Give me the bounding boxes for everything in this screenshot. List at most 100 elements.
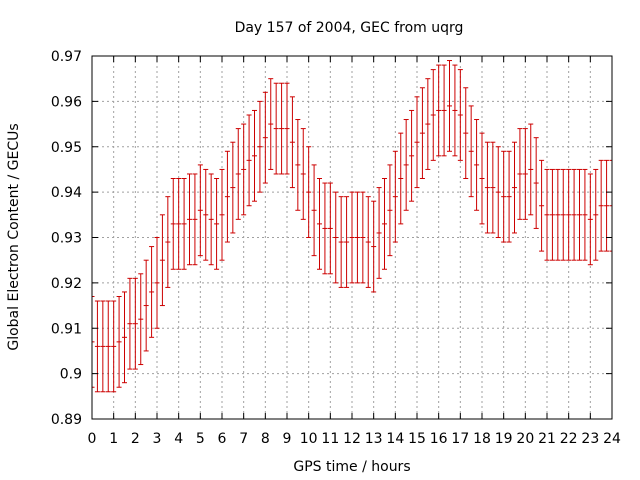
error-bar-point [544, 168, 550, 261]
error-bar-point [457, 69, 463, 161]
error-bar-point [419, 87, 425, 180]
error-bar-point [495, 146, 501, 238]
error-bar-point [159, 214, 165, 307]
x-tick-label: 0 [88, 431, 97, 447]
error-bar-point [392, 150, 398, 243]
x-tick-label: 13 [365, 431, 383, 447]
error-bar-point [501, 150, 507, 243]
x-tick-label: 12 [343, 431, 361, 447]
error-bar-point [149, 246, 155, 338]
error-bar-point [517, 128, 523, 220]
error-bar-point [598, 159, 604, 252]
error-bar-point [170, 178, 176, 270]
error-bar-point [116, 295, 122, 388]
error-bar-point [138, 273, 144, 366]
x-tick-label: 23 [581, 431, 599, 447]
x-tick-label: 8 [261, 431, 270, 447]
error-bar-point [360, 191, 366, 284]
x-tick-label: 2 [131, 431, 140, 447]
error-bar-point [187, 173, 192, 266]
error-bar-point [479, 132, 485, 225]
error-bar-point [409, 109, 415, 202]
error-bar-point [506, 150, 512, 243]
error-bar-point [571, 168, 577, 261]
error-bar-point [197, 164, 203, 257]
error-bar-point [349, 191, 355, 284]
error-bar-point [327, 182, 333, 275]
error-bar-point [441, 64, 447, 157]
error-bar-point [300, 128, 306, 220]
error-bar-point [235, 128, 241, 220]
x-tick-label: 5 [196, 431, 205, 447]
error-bar-series [91, 60, 613, 393]
error-bar-point [430, 69, 436, 161]
error-bar-point [111, 300, 117, 393]
x-tick-label: 16 [430, 431, 448, 447]
error-bar-point [165, 196, 171, 288]
x-tick-label: 7 [239, 431, 248, 447]
error-bar-point [354, 191, 360, 284]
x-tick-label: 4 [174, 431, 183, 447]
y-tick-label: 0.97 [51, 49, 82, 65]
x-tick-label: 19 [495, 431, 513, 447]
error-bar-point [566, 168, 572, 261]
error-bar-point [262, 91, 268, 184]
error-bar-point [474, 119, 480, 211]
error-bar-point [382, 178, 387, 270]
error-bar-point [295, 119, 301, 211]
error-bar-point [241, 123, 247, 216]
error-bar-point [490, 141, 496, 234]
error-bar-point [425, 78, 431, 170]
y-tick-label: 0.94 [51, 185, 82, 201]
x-tick-label: 3 [153, 431, 162, 447]
error-bar-point [365, 196, 371, 288]
y-tick-label: 0.91 [51, 321, 82, 337]
x-tick-label: 11 [321, 431, 339, 447]
error-bar-point [398, 132, 404, 225]
error-bar-point [387, 164, 393, 257]
error-bar-point [528, 123, 534, 216]
error-bar-point [246, 114, 252, 207]
error-bar-point [582, 168, 588, 261]
error-bar-point [100, 300, 106, 393]
error-bar-point [447, 60, 452, 152]
error-bar-point [181, 178, 187, 270]
error-bar-point [371, 200, 377, 293]
error-bar-point [555, 168, 561, 261]
error-bar-point [289, 96, 295, 189]
x-tick-label: 20 [516, 431, 534, 447]
y-tick-label: 0.96 [51, 94, 82, 110]
x-axis-label: GPS time / hours [293, 459, 410, 475]
y-tick-label: 0.89 [51, 412, 82, 428]
error-bar-point [463, 87, 469, 180]
error-bar-point [593, 168, 599, 261]
error-bar-point [154, 237, 160, 329]
error-bar-point [484, 141, 490, 234]
y-tick-label: 0.95 [51, 140, 82, 156]
y-tick-label: 0.92 [51, 276, 82, 292]
error-bar-point [192, 173, 198, 266]
error-bar-point [468, 105, 474, 198]
x-tick-label: 10 [300, 431, 318, 447]
error-bar-point [224, 150, 230, 243]
y-tick-label: 0.93 [51, 231, 82, 247]
error-bar-point [214, 178, 220, 270]
error-bar-point [436, 64, 442, 157]
error-bar-point [533, 137, 539, 229]
x-tick-label: 17 [451, 431, 469, 447]
error-bar-point [105, 300, 111, 393]
x-tick-label: 6 [218, 431, 227, 447]
error-bar-point [403, 119, 409, 211]
error-bar-point [577, 168, 582, 261]
error-bar-point [539, 159, 545, 252]
x-tick-label: 24 [603, 431, 621, 447]
error-bar-point [452, 64, 458, 157]
error-bar-point [322, 182, 328, 275]
error-bar-point [252, 109, 257, 202]
error-bar-point [257, 100, 263, 193]
x-tick-label: 21 [538, 431, 556, 447]
error-bar-point [284, 82, 290, 175]
error-bar-point [127, 277, 133, 370]
error-bar-point [279, 82, 285, 175]
